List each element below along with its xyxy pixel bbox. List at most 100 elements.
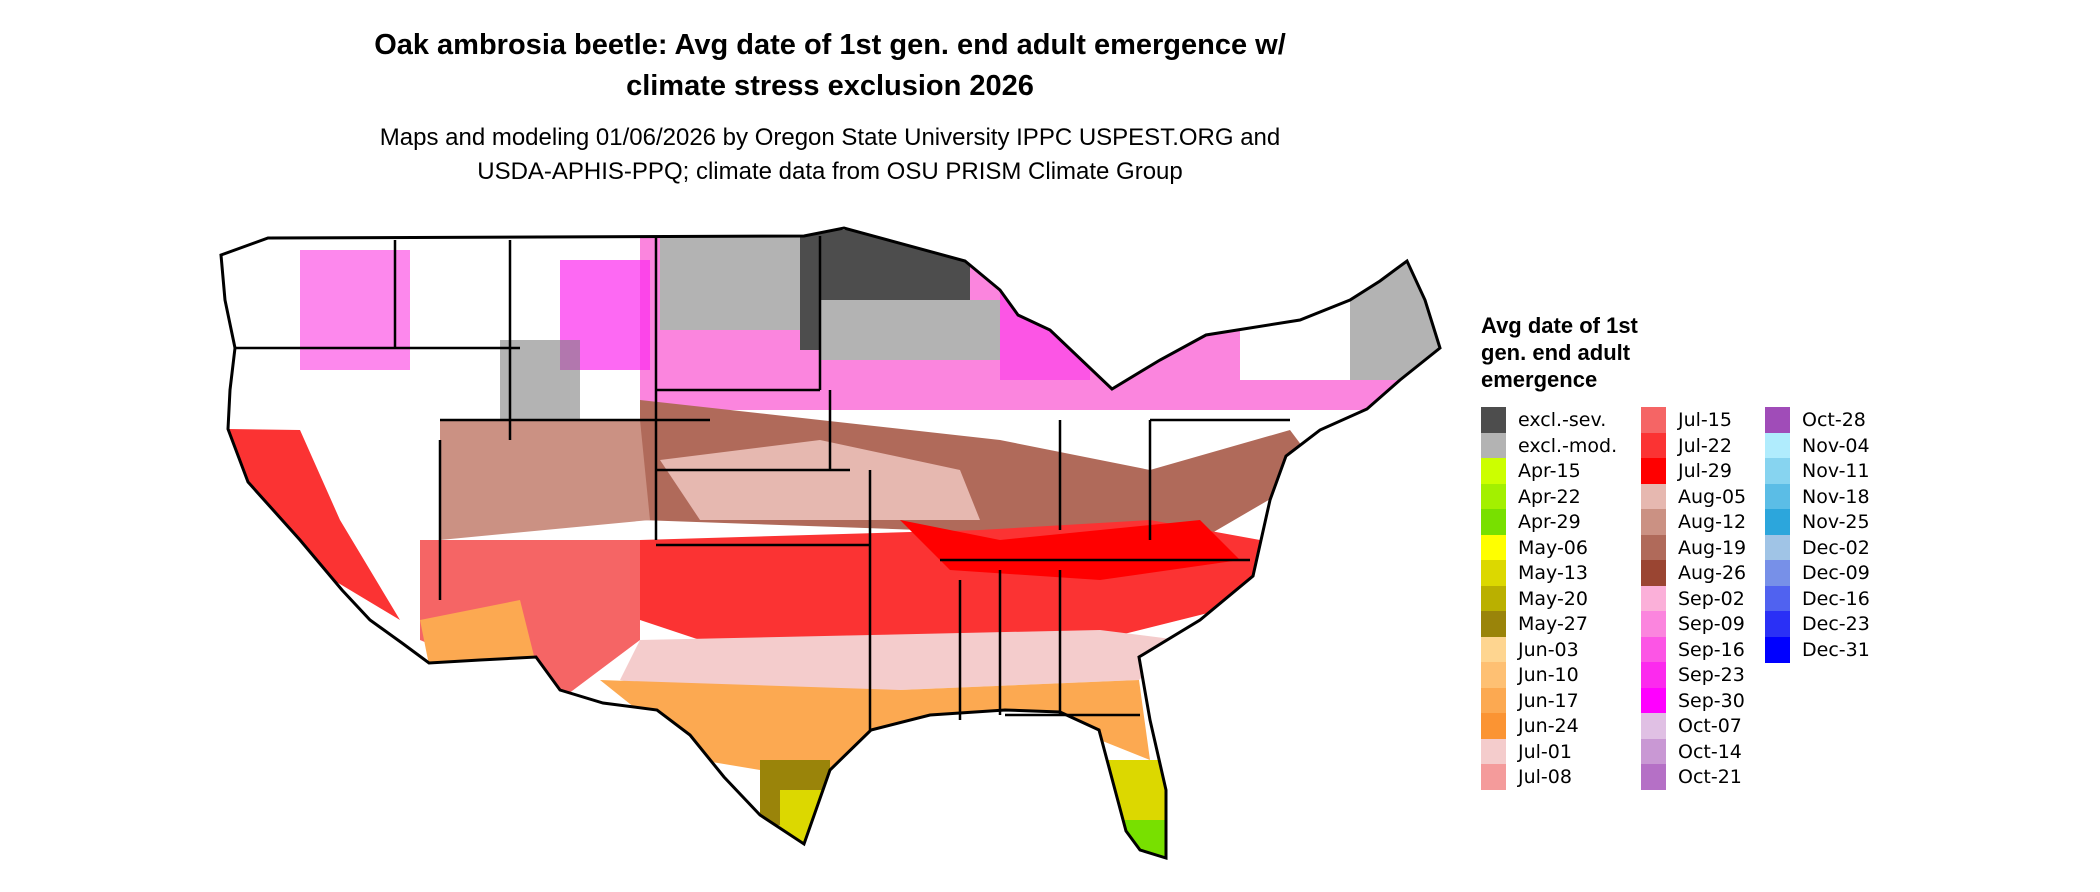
legend-item: Apr-29: [1481, 509, 1581, 535]
map-raster: [221, 228, 1440, 858]
legend-swatch: [1641, 534, 1666, 561]
legend-swatch: [1481, 738, 1506, 765]
legend-label: Jul-22: [1678, 434, 1732, 457]
legend-swatch: [1641, 483, 1666, 510]
legend-item: Sep-30: [1641, 687, 1745, 714]
legend-item: Jun-24: [1481, 713, 1579, 739]
legend-item: Oct-21: [1641, 764, 1742, 790]
legend-label: Sep-02: [1678, 587, 1745, 610]
legend-title-line: emergence: [1481, 367, 1598, 392]
legend-item: Jun-17: [1481, 687, 1579, 714]
legend-swatch: [1481, 687, 1506, 714]
legend-swatch: [1481, 534, 1506, 561]
legend-label: Aug-05: [1678, 485, 1747, 508]
legend-swatch: [1765, 585, 1790, 612]
legend-item: Aug-26: [1641, 560, 1746, 586]
legend-label: excl.-sev.: [1518, 409, 1607, 431]
legend-label: Aug-12: [1678, 511, 1747, 533]
legend-item: Sep-16: [1641, 636, 1745, 663]
legend-item: Sep-09: [1641, 611, 1745, 637]
legend-swatch: [1641, 713, 1666, 739]
legend-title: Avg date of 1st gen. end adult emergence: [1481, 312, 1701, 393]
legend-label: Nov-18: [1802, 485, 1870, 508]
legend-item: Jul-08: [1481, 764, 1572, 790]
legend-label: Dec-31: [1802, 638, 1870, 661]
state-boundaries: [235, 236, 1290, 730]
legend-item: Oct-28: [1765, 407, 1866, 433]
legend-swatch: [1641, 611, 1666, 637]
legend-label: Jun-03: [1518, 638, 1579, 661]
legend-swatch: [1481, 483, 1506, 510]
chart-subtitle-line1: Maps and modeling 01/06/2026 by Oregon S…: [379, 124, 1281, 151]
legend-label: Dec-09: [1802, 562, 1870, 584]
legend-item: Nov-11: [1765, 458, 1870, 484]
legend-swatch: [1641, 687, 1666, 714]
legend-swatch: [1641, 738, 1666, 765]
legend-label: Jun-10: [1518, 664, 1579, 686]
legend-item: Aug-05: [1641, 483, 1747, 510]
legend-item: Jun-03: [1481, 636, 1579, 663]
legend-item: May-20: [1481, 585, 1588, 612]
legend-item: Sep-23: [1641, 662, 1745, 688]
legend-item: Jun-10: [1481, 662, 1579, 688]
legend-item: Oct-14: [1641, 738, 1742, 765]
legend-label: Aug-19: [1678, 536, 1747, 559]
legend-label: Apr-22: [1518, 485, 1581, 508]
legend-item: Aug-12: [1641, 509, 1746, 535]
legend-swatch: [1481, 662, 1506, 688]
legend-swatch: [1765, 560, 1790, 586]
legend-swatch: [1765, 636, 1790, 663]
legend-label: Apr-15: [1518, 460, 1581, 482]
legend-label: Sep-16: [1678, 638, 1745, 661]
legend-item: May-06: [1481, 534, 1588, 561]
legend-swatch: [1641, 407, 1666, 433]
legend-swatch: [1765, 407, 1790, 433]
legend-label: May-27: [1518, 613, 1588, 635]
legend-item: Nov-25: [1765, 509, 1870, 535]
legend-label: excl.-mod.: [1518, 434, 1618, 457]
legend-label: May-06: [1518, 536, 1588, 559]
legend-label: Jul-08: [1518, 766, 1572, 788]
legend-swatch: [1641, 509, 1666, 535]
legend-item: Jul-01: [1481, 738, 1572, 765]
legend-item: Oct-07: [1641, 713, 1742, 739]
legend-swatch: [1481, 407, 1506, 433]
legend-label: Dec-16: [1802, 587, 1870, 610]
legend-label: Sep-23: [1678, 664, 1745, 686]
legend-label: Jun-24: [1518, 715, 1579, 737]
legend-label: Aug-26: [1678, 562, 1747, 584]
legend-item: Dec-02: [1765, 534, 1870, 561]
legend-swatch: [1641, 458, 1666, 484]
legend-item: May-27: [1481, 611, 1588, 637]
legend-swatch: [1765, 458, 1790, 484]
legend-swatch: [1765, 611, 1790, 637]
legend-item: May-13: [1481, 560, 1588, 586]
legend-item: excl.-mod.: [1481, 432, 1618, 459]
legend-item: Jul-29: [1641, 458, 1732, 484]
legend-label: Nov-04: [1802, 434, 1870, 457]
legend-swatch: [1481, 560, 1506, 586]
legend-item: Jul-15: [1641, 407, 1732, 433]
legend-swatch: [1481, 432, 1506, 459]
legend-label: Dec-02: [1802, 536, 1870, 559]
legend-swatch: [1765, 534, 1790, 561]
legend-swatch: [1481, 585, 1506, 612]
legend-swatch: [1641, 560, 1666, 586]
legend-label: Nov-25: [1802, 511, 1870, 533]
legend-item: Jul-22: [1641, 432, 1732, 459]
legend-item: Nov-18: [1765, 483, 1870, 510]
legend-item: Apr-22: [1481, 483, 1581, 510]
chart-title-line2: climate stress exclusion 2026: [626, 70, 1034, 102]
legend-label: May-13: [1518, 562, 1588, 584]
legend-label: Jul-01: [1518, 740, 1572, 763]
legend-swatch: [1641, 432, 1666, 459]
legend-label: Sep-09: [1678, 613, 1745, 635]
legend-item: Dec-16: [1765, 585, 1870, 612]
chart-subtitle-line2: USDA-APHIS-PPQ; climate data from OSU PR…: [477, 158, 1183, 185]
legend-item: Aug-19: [1641, 534, 1747, 561]
legend-title-line: Avg date of 1st: [1481, 313, 1638, 338]
legend-label: Sep-30: [1678, 689, 1745, 712]
legend-swatch: [1481, 611, 1506, 637]
legend-label: Jun-17: [1518, 689, 1579, 712]
